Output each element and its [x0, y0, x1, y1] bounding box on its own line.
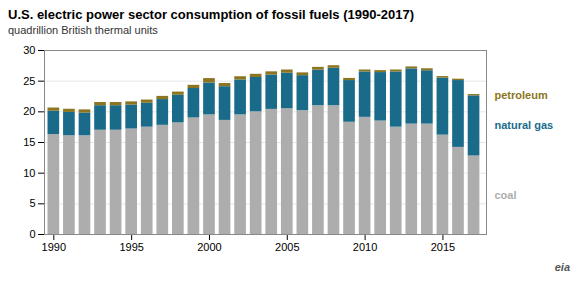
html-text:eia: eia: [554, 261, 570, 273]
svg-text:2015: 2015: [431, 241, 455, 253]
svg-text:0: 0: [29, 228, 35, 240]
svg-text:20: 20: [23, 105, 35, 117]
svg-text:coal: coal: [495, 189, 517, 201]
svg-text:15: 15: [23, 136, 35, 148]
html-text:U.S. electric power sector con: U.S. electric power sector consumption o…: [8, 7, 414, 22]
svg-text:30: 30: [23, 44, 35, 56]
html-text:quadrillion British thermal un: quadrillion British thermal units: [8, 24, 158, 36]
svg-text:25: 25: [23, 75, 35, 87]
svg-text:2010: 2010: [353, 241, 377, 253]
svg-text:2005: 2005: [275, 241, 299, 253]
svg-text:2000: 2000: [197, 241, 221, 253]
svg-text:natural gas: natural gas: [495, 119, 554, 131]
svg-text:1990: 1990: [42, 241, 66, 253]
svg-text:petroleum: petroleum: [495, 89, 548, 101]
svg-text:5: 5: [29, 197, 35, 209]
svg-text:10: 10: [23, 167, 35, 179]
svg-text:1995: 1995: [119, 241, 143, 253]
